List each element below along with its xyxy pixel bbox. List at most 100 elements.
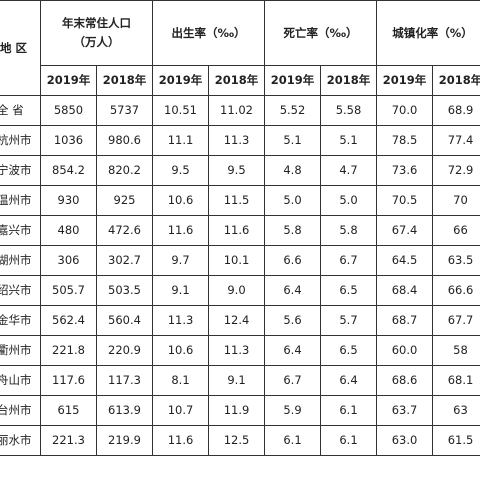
urbanization-2019-cell: 68.6 [376,365,433,396]
death-rate-2018-cell: 6.1 [320,395,377,426]
year-header-pop-2018: 2018年 [96,65,153,96]
region-cell: 湖州市 [0,245,41,276]
urbanization-2019-cell: 78.5 [376,125,433,156]
birth-rate-2018-cell: 12.5 [208,425,265,456]
year-header-birth-2019: 2019年 [152,65,209,96]
population-2019-cell: 854.2 [40,155,97,186]
birth-rate-2018-cell: 11.3 [208,335,265,366]
death-rate-2019-cell: 5.52 [264,95,321,126]
population-2019-cell: 615 [40,395,97,426]
death-rate-2018-cell: 4.7 [320,155,377,186]
region-header: 地 区 [0,0,41,96]
population-2019-cell: 5850 [40,95,97,126]
birth-rate-2019-cell: 9.5 [152,155,209,186]
region-cell: 宁波市 [0,155,41,186]
population-2018-cell: 302.7 [96,245,153,276]
death-rate-2018-cell: 6.5 [320,275,377,306]
urbanization-2018-cell: 63 [432,395,480,426]
urbanization-2019-cell: 70.0 [376,95,433,126]
birth-rate-2018-cell: 11.6 [208,215,265,246]
population-2018-cell: 503.5 [96,275,153,306]
death-rate-2019-cell: 5.9 [264,395,321,426]
birth-rate-2019-cell: 10.51 [152,95,209,126]
birth-rate-2019-cell: 11.3 [152,305,209,336]
birth-rate-2019-cell: 11.6 [152,425,209,456]
table-row: 绍兴市 505.7 503.5 9.1 9.0 6.4 6.5 68.4 66.6 [0,275,480,306]
birth-rate-2018-cell: 9.1 [208,365,265,396]
birth-rate-2018-cell: 11.5 [208,185,265,216]
death-rate-2019-cell: 5.8 [264,215,321,246]
urbanization-2018-cell: 66 [432,215,480,246]
urbanization-2019-cell: 63.7 [376,395,433,426]
region-cell: 杭州市 [0,125,41,156]
death-rate-2019-cell: 5.0 [264,185,321,216]
death-rate-2019-cell: 6.7 [264,365,321,396]
birth-rate-2018-cell: 11.02 [208,95,265,126]
year-header-urban-2019: 2019年 [376,65,433,96]
population-2018-cell: 560.4 [96,305,153,336]
death-rate-2019-cell: 5.6 [264,305,321,336]
urbanization-2018-cell: 77.4 [432,125,480,156]
population-2019-cell: 930 [40,185,97,216]
population-2019-cell: 221.3 [40,425,97,456]
birth-rate-2019-cell: 10.6 [152,335,209,366]
urbanization-2018-cell: 58 [432,335,480,366]
table-body: 全 省5850573710.5111.025.525.5870.068.9杭州市… [0,95,480,456]
urbanization-2019-cell: 68.7 [376,305,433,336]
year-header-death-2018: 2018年 [320,65,377,96]
death-rate-2019-cell: 6.4 [264,275,321,306]
population-header-line1: 年末常住人口 [62,16,131,31]
birth-rate-2018-cell: 12.4 [208,305,265,336]
urbanization-2018-cell: 70 [432,185,480,216]
population-2018-cell: 980.6 [96,125,153,156]
population-header-line2: （万人） [73,35,120,49]
population-2019-cell: 306 [40,245,97,276]
death-rate-2018-cell: 5.1 [320,125,377,156]
year-header-birth-2018: 2018年 [208,65,265,96]
death-rate-2018-cell: 5.7 [320,305,377,336]
population-2018-cell: 820.2 [96,155,153,186]
birth-rate-2018-cell: 10.1 [208,245,265,276]
population-2018-cell: 613.9 [96,395,153,426]
population-2019-cell: 221.8 [40,335,97,366]
table-row: 湖州市 306 302.7 9.7 10.1 6.6 6.7 64.5 63.5 [0,245,480,276]
population-2018-cell: 220.9 [96,335,153,366]
population-2019-cell: 480 [40,215,97,246]
region-cell: 全 省 [0,95,41,126]
region-cell: 台州市 [0,395,41,426]
birth-rate-2019-cell: 10.6 [152,185,209,216]
header-row-years: 2019年 2018年 2019年 2018年 2019年 2018年 2019… [0,65,480,96]
birth-rate-2019-cell: 11.1 [152,125,209,156]
table-row: 温州市 930 925 10.6 11.5 5.0 5.0 70.5 70 [0,185,480,216]
urbanization-header: 城镇化率（%） [376,0,480,66]
birth-rate-2018-cell: 9.0 [208,275,265,306]
population-2019-cell: 562.4 [40,305,97,336]
death-rate-2018-cell: 5.0 [320,185,377,216]
death-rate-2018-cell: 6.4 [320,365,377,396]
population-header: 年末常住人口 （万人） [40,0,153,66]
table-row: 丽水市 221.3 219.9 11.6 12.5 6.1 6.1 63.0 61.5 [0,425,480,456]
year-header-pop-2019: 2019年 [40,65,97,96]
table-row: 衢州市 221.8 220.9 10.6 11.3 6.4 6.5 60.0 58 [0,335,480,366]
year-header-death-2019: 2019年 [264,65,321,96]
table-row: 台州市 615 613.9 10.7 11.9 5.9 6.1 63.7 63 [0,395,480,426]
urbanization-2019-cell: 68.4 [376,275,433,306]
death-rate-2018-cell: 5.58 [320,95,377,126]
death-rate-2019-cell: 6.6 [264,245,321,276]
urbanization-2018-cell: 68.9 [432,95,480,126]
population-statistics-table: 地 区 年末常住人口 （万人） 出生率（‰） 死亡率（‰） 城镇化率（%） 20… [0,0,480,456]
birth-rate-2018-cell: 11.9 [208,395,265,426]
table-row: 杭州市 1036 980.6 11.1 11.3 5.1 5.1 78.5 77.4 [0,125,480,156]
region-cell: 舟山市 [0,365,41,396]
urbanization-2019-cell: 73.6 [376,155,433,186]
year-header-urban-2018: 2018年 [432,65,480,96]
death-rate-2019-cell: 4.8 [264,155,321,186]
population-2018-cell: 472.6 [96,215,153,246]
table-row: 舟山市 117.6 117.3 8.1 9.1 6.7 6.4 68.6 68.1 [0,365,480,396]
urbanization-2018-cell: 61.5 [432,425,480,456]
birth-rate-2019-cell: 9.7 [152,245,209,276]
birth-rate-2019-cell: 10.7 [152,395,209,426]
table-row: 金华市 562.4 560.4 11.3 12.4 5.6 5.7 68.7 67.7 [0,305,480,336]
region-cell: 金华市 [0,305,41,336]
